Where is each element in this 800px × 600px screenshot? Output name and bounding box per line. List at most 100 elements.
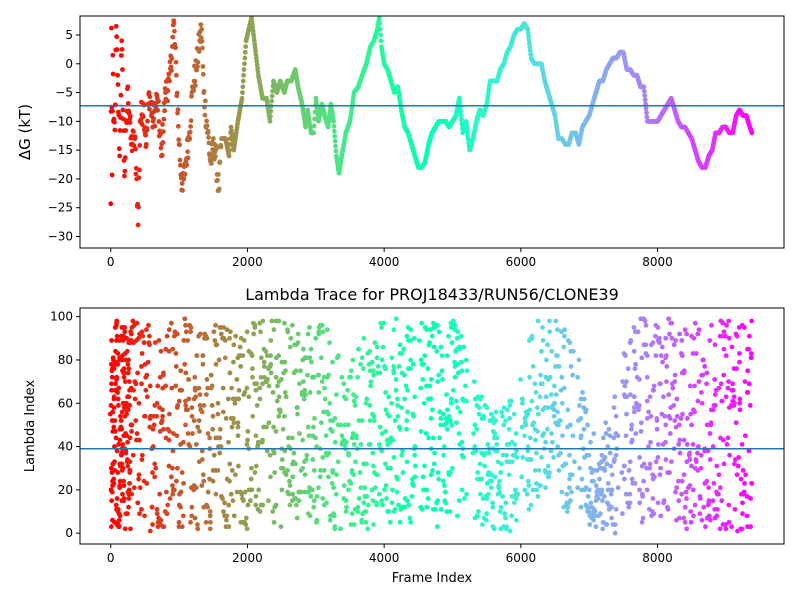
lambda-point (672, 372, 678, 378)
lambda-point (486, 450, 492, 456)
lambda-point (354, 435, 359, 441)
lambda-point (371, 463, 376, 469)
lambda-point (109, 489, 115, 495)
lambda-point (411, 335, 417, 341)
lambda-point (581, 396, 587, 402)
lambda-point (263, 348, 269, 354)
dg-point (642, 93, 648, 98)
lambda-point (684, 331, 690, 337)
lambda-point (422, 463, 427, 469)
dg-point (526, 34, 531, 39)
lambda-point (125, 407, 131, 413)
lambda-point (342, 422, 347, 428)
lambda-point (356, 346, 362, 352)
lambda-point (667, 331, 672, 337)
lambda-point (324, 500, 329, 506)
lambda-point (525, 478, 531, 484)
lambda-point (528, 457, 534, 462)
lambda-point (215, 400, 221, 406)
lambda-point (502, 515, 508, 521)
lambda-point (712, 392, 718, 398)
lambda-point (693, 351, 699, 356)
lambda-point (257, 396, 263, 402)
lambda-point (436, 372, 442, 378)
lambda-point (497, 478, 502, 484)
lambda-point (397, 519, 403, 525)
dg-point (174, 90, 180, 96)
lambda-point (370, 450, 376, 456)
lambda-point (676, 478, 681, 484)
lambda-point (657, 340, 662, 346)
lambda-point (114, 374, 120, 380)
lambda-point (117, 483, 123, 488)
lambda-point (533, 437, 538, 443)
lambda-point (746, 448, 752, 454)
lambda-point (435, 379, 441, 385)
lambda-point (181, 338, 187, 343)
lambda-point (235, 420, 241, 426)
lambda-point (154, 506, 160, 512)
lambda-point (688, 519, 694, 525)
lambda-point (512, 487, 518, 493)
lambda-point (319, 322, 325, 328)
lambda-point (267, 452, 273, 458)
lambda-point (738, 476, 744, 482)
lambda-point (445, 407, 450, 413)
lambda-point (464, 491, 469, 497)
lambda-point (565, 504, 571, 510)
lambda-point (663, 422, 669, 428)
lambda-point (525, 448, 531, 454)
lambda-point (112, 429, 118, 434)
lambda-point (501, 422, 507, 428)
lambda-point (612, 522, 618, 527)
lambda-point (117, 437, 123, 443)
lambda-point (278, 377, 284, 382)
lambda-point (131, 485, 137, 491)
lambda-point (151, 422, 157, 428)
lambda-point (500, 452, 506, 458)
lambda-point (158, 348, 164, 354)
lambda-point (326, 474, 331, 480)
lambda-point (412, 444, 418, 449)
lambda-point (353, 459, 358, 465)
lambda-point (580, 390, 585, 395)
dg-point (200, 71, 206, 77)
lambda-point (295, 340, 301, 346)
lambda-point (509, 493, 515, 499)
lambda-point (541, 431, 547, 436)
lambda-point (672, 379, 678, 385)
lambda-point (453, 420, 459, 426)
lambda-point (207, 519, 213, 525)
lambda-point (139, 329, 145, 335)
lambda-point (736, 454, 742, 460)
lambda-point (310, 457, 316, 462)
dg-point (169, 56, 175, 61)
lambda-point (297, 431, 302, 436)
lambda-point (231, 513, 237, 519)
lambda-point (266, 383, 272, 389)
lambda-point (564, 509, 570, 514)
lambda-point (497, 509, 503, 514)
lambda-point (611, 459, 617, 465)
lambda-chart-title: Lambda Trace for PROJ18433/RUN56/CLONE39 (245, 285, 619, 304)
lambda-point (513, 517, 519, 523)
lambda-point (402, 396, 408, 402)
dg-point (156, 119, 162, 124)
lambda-point (739, 526, 745, 532)
lambda-point (690, 487, 696, 493)
lambda-x-axis-label: Frame Index (392, 571, 473, 586)
lambda-point (676, 498, 682, 504)
lambda-point (116, 517, 122, 523)
lambda-point (430, 407, 435, 413)
lambda-point (483, 517, 489, 523)
lambda-point (690, 351, 696, 356)
lambda-point (647, 465, 653, 471)
lambda-point (281, 413, 287, 419)
lambda-point (358, 442, 364, 447)
lambda-point (330, 467, 336, 473)
lambda-point (300, 346, 306, 352)
lambda-point (748, 524, 753, 530)
lambda-point (301, 396, 307, 402)
lambda-point (180, 439, 186, 445)
lambda-point (586, 487, 592, 493)
